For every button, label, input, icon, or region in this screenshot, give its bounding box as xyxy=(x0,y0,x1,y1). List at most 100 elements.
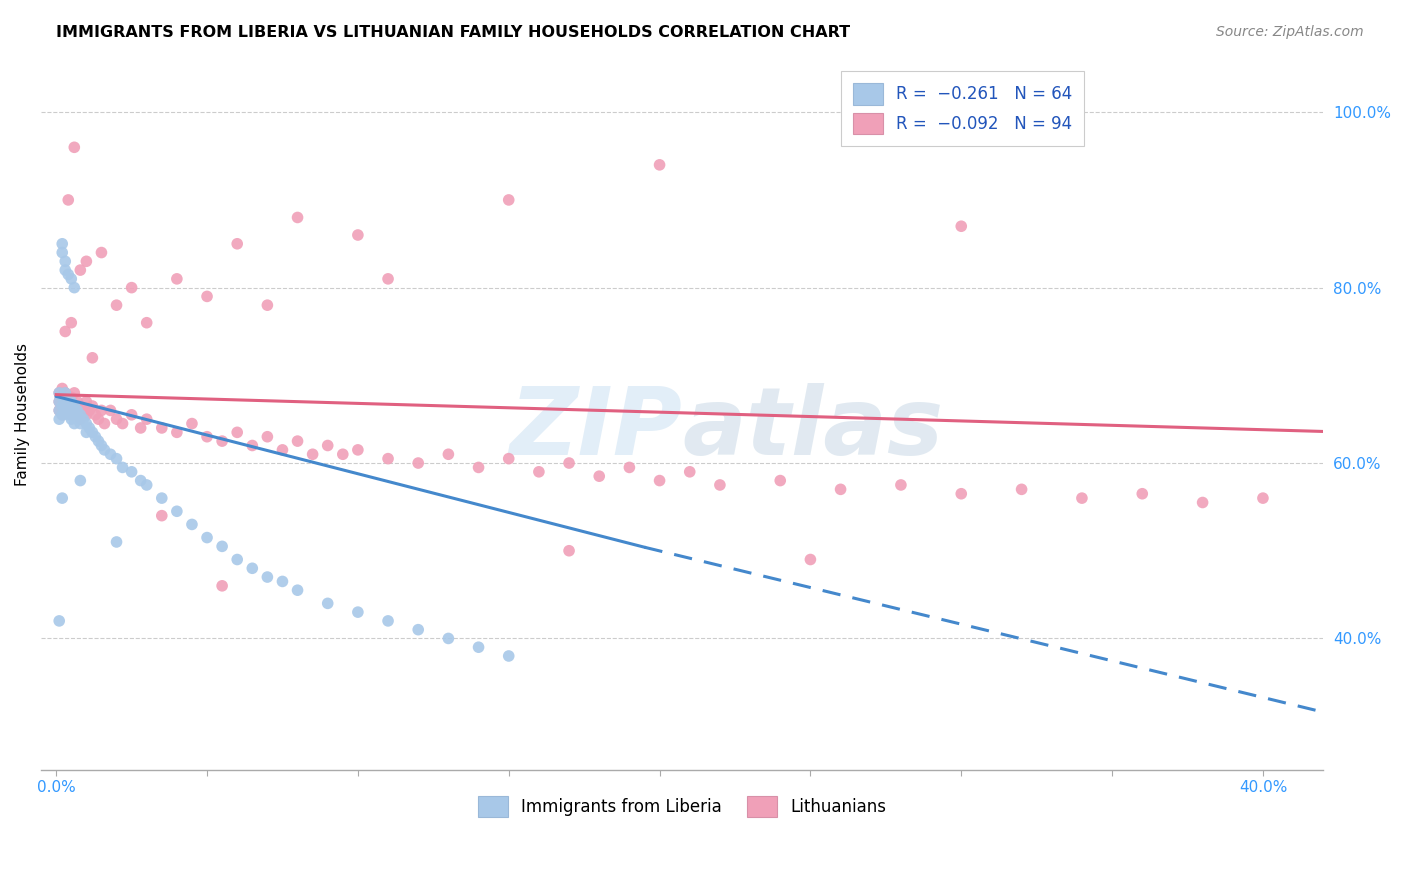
Point xyxy=(72,412,94,426)
Point xyxy=(51,491,73,505)
Point xyxy=(93,417,115,431)
Point xyxy=(195,289,218,303)
Point xyxy=(271,442,294,457)
Point xyxy=(121,408,143,422)
Point xyxy=(240,438,263,452)
Point xyxy=(53,399,76,413)
Point xyxy=(72,403,94,417)
Text: Source: ZipAtlas.com: Source: ZipAtlas.com xyxy=(1216,25,1364,39)
Point xyxy=(769,474,792,488)
Point xyxy=(51,390,73,404)
Point xyxy=(58,403,80,417)
Point xyxy=(150,491,173,505)
Point xyxy=(211,579,233,593)
Point xyxy=(53,254,76,268)
Point xyxy=(75,425,97,440)
Text: IMMIGRANTS FROM LIBERIA VS LITHUANIAN FAMILY HOUSEHOLDS CORRELATION CHART: IMMIGRANTS FROM LIBERIA VS LITHUANIAN FA… xyxy=(56,25,851,40)
Point xyxy=(467,460,489,475)
Point xyxy=(377,614,399,628)
Point xyxy=(63,399,86,413)
Point xyxy=(588,469,610,483)
Legend: Immigrants from Liberia, Lithuanians: Immigrants from Liberia, Lithuanians xyxy=(470,788,894,826)
Point xyxy=(53,385,76,400)
Point xyxy=(51,390,73,404)
Point xyxy=(166,272,188,286)
Point xyxy=(406,456,429,470)
Point xyxy=(129,474,152,488)
Point xyxy=(75,417,97,431)
Point xyxy=(799,552,821,566)
Point xyxy=(53,325,76,339)
Point xyxy=(63,417,86,431)
Point xyxy=(498,451,520,466)
Point xyxy=(316,438,339,452)
Point xyxy=(195,531,218,545)
Point xyxy=(121,280,143,294)
Point xyxy=(60,316,83,330)
Point xyxy=(347,442,370,457)
Point xyxy=(51,408,73,422)
Point xyxy=(82,351,104,365)
Point xyxy=(51,382,73,396)
Point xyxy=(377,272,399,286)
Point xyxy=(226,425,249,440)
Point xyxy=(256,430,278,444)
Point xyxy=(66,403,89,417)
Point xyxy=(950,219,973,234)
Point xyxy=(48,385,70,400)
Point xyxy=(60,390,83,404)
Point xyxy=(150,508,173,523)
Point xyxy=(69,399,91,413)
Point xyxy=(226,552,249,566)
Point xyxy=(84,430,107,444)
Point xyxy=(87,434,110,449)
Point xyxy=(75,254,97,268)
Point xyxy=(211,434,233,449)
Point xyxy=(166,425,188,440)
Point xyxy=(437,447,460,461)
Point xyxy=(82,399,104,413)
Point xyxy=(69,412,91,426)
Point xyxy=(66,403,89,417)
Point xyxy=(105,451,128,466)
Point xyxy=(1191,495,1213,509)
Y-axis label: Family Households: Family Households xyxy=(15,343,30,486)
Point xyxy=(332,447,354,461)
Point xyxy=(58,408,80,422)
Point xyxy=(648,158,671,172)
Point xyxy=(709,478,731,492)
Point xyxy=(347,227,370,242)
Point xyxy=(256,298,278,312)
Point xyxy=(53,263,76,277)
Point xyxy=(181,517,204,532)
Point xyxy=(63,399,86,413)
Point xyxy=(1071,491,1094,505)
Point xyxy=(287,583,309,598)
Point xyxy=(79,421,101,435)
Point xyxy=(60,272,83,286)
Text: ZIP: ZIP xyxy=(509,383,682,475)
Point xyxy=(58,399,80,413)
Point xyxy=(211,540,233,554)
Point xyxy=(69,474,91,488)
Point xyxy=(51,245,73,260)
Point xyxy=(69,417,91,431)
Point xyxy=(890,478,912,492)
Point xyxy=(69,263,91,277)
Point xyxy=(105,412,128,426)
Point xyxy=(105,298,128,312)
Point xyxy=(48,412,70,426)
Point xyxy=(66,394,89,409)
Point xyxy=(301,447,323,461)
Point xyxy=(467,640,489,655)
Point xyxy=(63,385,86,400)
Point xyxy=(48,394,70,409)
Point xyxy=(79,403,101,417)
Point xyxy=(90,403,112,417)
Point xyxy=(498,193,520,207)
Point xyxy=(558,543,581,558)
Point xyxy=(63,280,86,294)
Point xyxy=(90,438,112,452)
Point xyxy=(53,385,76,400)
Point xyxy=(51,408,73,422)
